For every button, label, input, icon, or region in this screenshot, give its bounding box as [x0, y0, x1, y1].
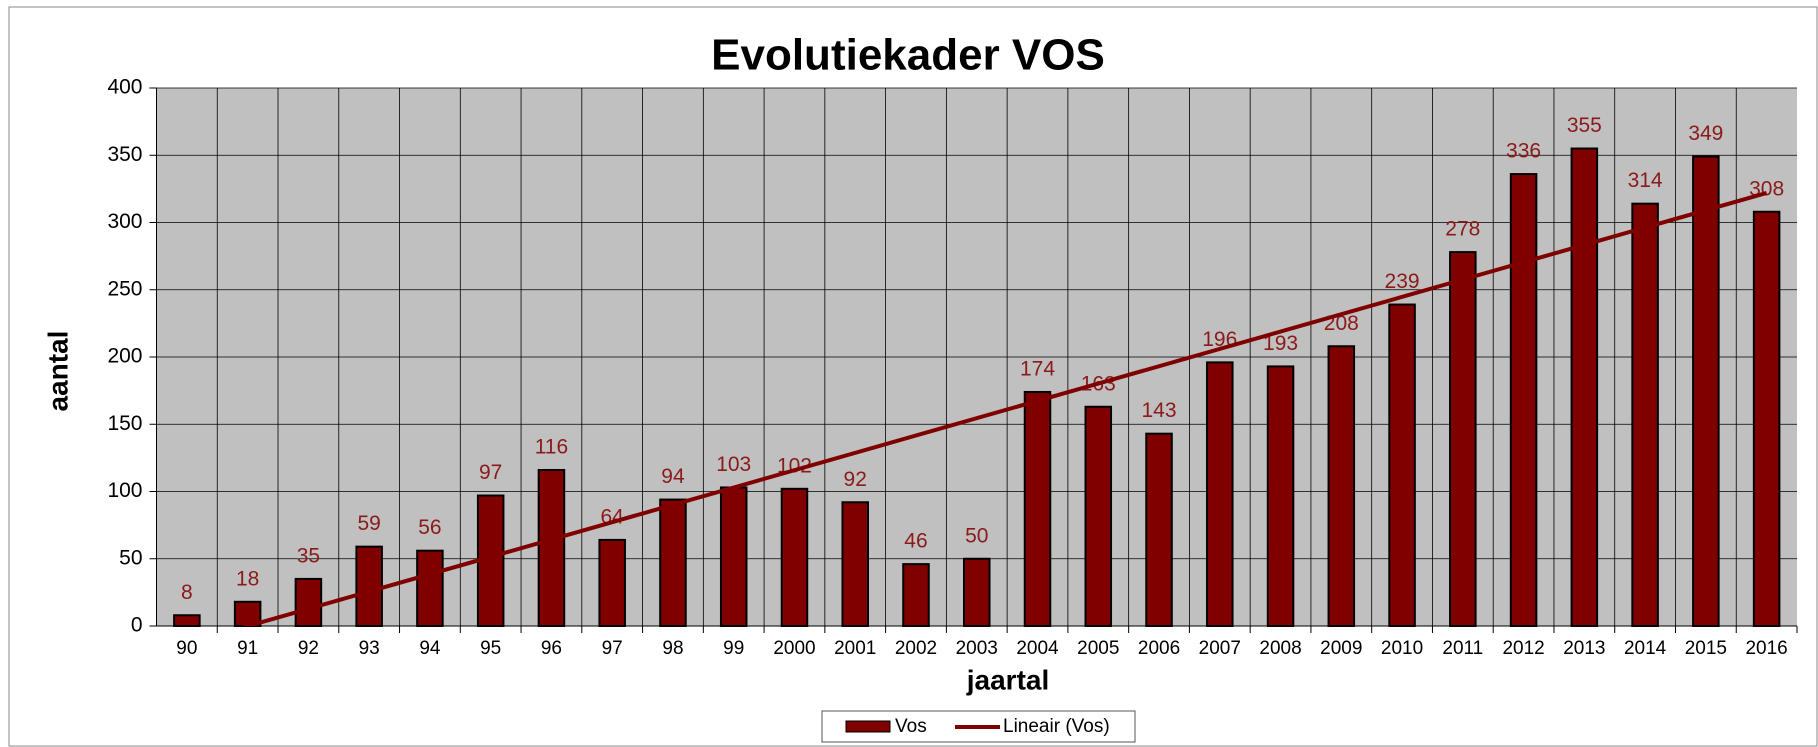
- x-tick-label: 2005: [1077, 638, 1119, 659]
- x-tick-label: 2000: [773, 638, 815, 659]
- y-tick-label: 50: [119, 546, 142, 569]
- x-tick-label: 2009: [1320, 638, 1362, 659]
- data-label: 56: [418, 516, 441, 539]
- y-axis-label: aantal: [42, 331, 73, 412]
- legend-label: Vos: [895, 716, 927, 737]
- bar: [1631, 202, 1659, 627]
- bar: [659, 498, 687, 628]
- data-label: 349: [1688, 122, 1723, 145]
- bar: [962, 557, 991, 627]
- trendline-group: [240, 190, 1768, 626]
- x-tick-label: 2001: [834, 638, 876, 659]
- data-label: 97: [479, 461, 502, 484]
- x-tick-label: 2014: [1624, 638, 1667, 659]
- x-tick-label: 92: [298, 638, 319, 659]
- y-tick-label: 100: [107, 479, 142, 502]
- data-label: 143: [1142, 399, 1177, 422]
- bar: [1752, 210, 1781, 628]
- y-tick-label: 350: [107, 143, 142, 166]
- bar: [173, 614, 201, 627]
- y-tick-label: 400: [107, 76, 142, 99]
- y-tick-label: 250: [107, 277, 142, 300]
- chart-title: Evolutiekader VOS: [711, 31, 1105, 80]
- y-tick-label: 150: [107, 412, 142, 435]
- data-label: 92: [844, 468, 867, 491]
- x-tick-label: 94: [419, 638, 441, 659]
- x-tick-label: 95: [480, 638, 501, 659]
- x-tick-label: 98: [662, 638, 683, 659]
- x-tick-label: 99: [723, 638, 744, 659]
- x-tick-label: 90: [176, 638, 197, 659]
- data-label: 50: [965, 524, 988, 547]
- data-label: 18: [236, 567, 259, 590]
- data-label: 193: [1263, 332, 1298, 355]
- x-tick-label: 96: [541, 638, 562, 659]
- bar: [1023, 390, 1052, 627]
- data-label: 46: [904, 530, 927, 553]
- bar: [294, 577, 323, 627]
- bar: [1206, 361, 1234, 627]
- x-tick-label: 93: [359, 638, 380, 659]
- bar: [416, 549, 444, 627]
- x-tick-label: 2004: [1016, 638, 1059, 659]
- x-tick-label: 2003: [956, 638, 998, 659]
- bar: [355, 545, 383, 628]
- data-label: 174: [1020, 358, 1055, 381]
- trendline: [240, 190, 1768, 626]
- bar: [598, 538, 626, 627]
- x-tick-label: 2002: [895, 638, 937, 659]
- bar: [1084, 405, 1113, 628]
- x-tick-label: 2013: [1563, 638, 1605, 659]
- bar: [719, 486, 748, 627]
- data-label: 116: [535, 436, 568, 459]
- x-tick-label: 2011: [1442, 638, 1483, 659]
- bar: [1509, 173, 1538, 628]
- y-tick-label: 200: [107, 345, 142, 368]
- bar: [841, 501, 869, 628]
- bar: [1570, 147, 1599, 627]
- bar: [1449, 251, 1477, 627]
- data-label: 239: [1385, 270, 1420, 293]
- x-tick-label: 2007: [1199, 638, 1241, 659]
- data-label: 35: [297, 544, 320, 567]
- x-tick-label: 2012: [1502, 638, 1544, 659]
- data-label: 8: [181, 581, 193, 604]
- y-tick-label: 300: [107, 210, 142, 233]
- x-tick-label: 97: [602, 638, 623, 659]
- data-label: 314: [1628, 169, 1663, 192]
- x-tick-label: 2015: [1685, 638, 1727, 659]
- x-tick-label: 2006: [1138, 638, 1180, 659]
- x-tick-label: 2008: [1259, 638, 1301, 659]
- x-tick-label: 2010: [1381, 638, 1423, 659]
- bar: [1692, 155, 1720, 627]
- bar: [1388, 303, 1416, 627]
- x-tick-label: 2016: [1745, 638, 1787, 659]
- legend-swatch: [845, 720, 891, 733]
- bar: [537, 468, 566, 628]
- y-tick-label: 0: [131, 614, 143, 637]
- bar: [1327, 345, 1356, 627]
- data-label: 103: [716, 453, 751, 476]
- bar: [902, 563, 930, 628]
- x-axis-label: jaartal: [966, 664, 1050, 695]
- x-tick-label: 91: [237, 638, 258, 659]
- data-label: 278: [1445, 218, 1480, 241]
- bar: [1266, 365, 1295, 627]
- data-label: 59: [357, 512, 380, 535]
- bar: [1145, 432, 1173, 628]
- bar: [780, 487, 809, 627]
- data-label: 336: [1506, 140, 1541, 163]
- data-label: 94: [661, 465, 685, 488]
- legend-label: Lineair (Vos): [1003, 716, 1110, 737]
- data-label: 355: [1567, 114, 1602, 137]
